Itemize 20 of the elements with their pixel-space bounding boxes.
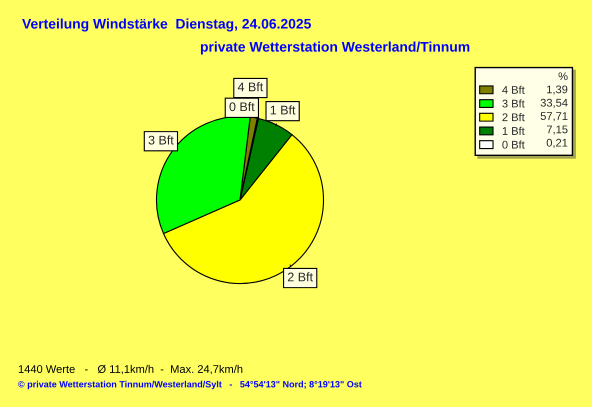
slice-label: 3 Bft — [148, 135, 174, 145]
chart-title: Verteilung Windstärke Dienstag, 24.06.2025 — [22, 18, 311, 32]
data-label: 7,15 — [546, 126, 568, 135]
category-label: 0 Bft — [229, 102, 255, 112]
data-label: 57,71 — [540, 112, 568, 122]
data-label: 0,21 — [546, 138, 568, 148]
legend-label: 0 Bft — [502, 140, 525, 149]
legend-title: % — [558, 72, 568, 80]
legend-label: 4 Bft — [502, 86, 525, 94]
data-label: 1,39 — [547, 85, 568, 95]
text: 1440 Werte - Ø 11,1km/h - Max. 24,7km/h — [18, 364, 242, 374]
legend-label: 3 Bft — [502, 99, 525, 108]
data-label: 33,54 — [540, 98, 568, 108]
text: © private Wetterstation Tinnum/Westerland/Sylt - 54°54'13" Nord; 8°19'13" Ost — [18, 380, 362, 390]
slice-label: 1 Bft — [270, 105, 296, 114]
legend-label: 1 Bft — [502, 126, 525, 135]
chart-subtitle: private Wetterstation Westerland/Tinnum — [200, 42, 470, 54]
slice-label: 4 Bft — [238, 82, 264, 92]
slice-label: 2 Bft — [288, 272, 313, 282]
legend-label: 2 Bft — [502, 113, 525, 122]
